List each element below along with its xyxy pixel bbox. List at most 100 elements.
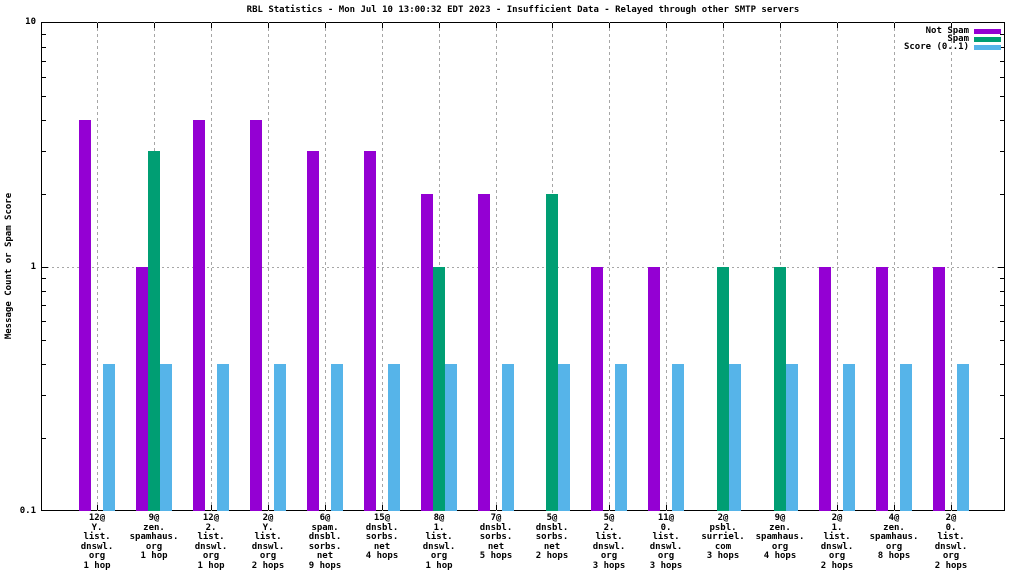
x-tick xyxy=(97,23,98,28)
x-tick xyxy=(552,23,553,28)
legend-row-not-spam: Not Spam xyxy=(904,26,1001,36)
y-minor-tick xyxy=(1000,96,1004,97)
x-tick xyxy=(382,23,383,28)
legend-row-score: Score (0..1) xyxy=(903,42,1001,52)
y-minor-tick xyxy=(42,291,46,292)
x-tick xyxy=(723,23,724,28)
y-minor-tick xyxy=(1000,120,1004,121)
legend-swatch-spam xyxy=(974,36,1001,42)
bar-score-0-1- xyxy=(217,364,229,511)
x-tick xyxy=(211,505,212,510)
grid-line-vertical xyxy=(268,22,269,511)
y-tick-label-10: 10 xyxy=(25,17,36,27)
x-tick-label: 2@ psbl. surriel. com 3 hops xyxy=(701,513,745,561)
legend-swatch-score xyxy=(974,44,1001,50)
x-tick-label: 12@ 2. list. dnswl. org 1 hop xyxy=(194,513,228,571)
y-minor-tick xyxy=(42,77,46,78)
y-minor-tick xyxy=(1000,305,1004,306)
y-minor-tick xyxy=(1000,278,1004,279)
legend-row-spam: Spam xyxy=(904,34,1001,44)
y-minor-tick xyxy=(1000,321,1004,322)
bar-score-0-1- xyxy=(615,364,627,511)
y-major-tick xyxy=(998,267,1004,268)
x-tick xyxy=(894,505,895,510)
x-tick-label: 5@ 2. list. dnswl. org 3 hops xyxy=(592,513,626,571)
y-minor-tick xyxy=(42,47,46,48)
grid-line-vertical xyxy=(609,22,610,511)
y-minor-tick xyxy=(42,151,46,152)
x-tick xyxy=(609,23,610,28)
x-tick xyxy=(894,23,895,28)
grid-line-vertical xyxy=(496,22,497,511)
x-tick-label: 5@ dnsbl. sorbs. net 2 hops xyxy=(535,513,569,561)
x-tick xyxy=(666,505,667,510)
bar-spam xyxy=(774,267,786,511)
bar-score-0-1- xyxy=(388,364,400,511)
y-minor-tick xyxy=(1000,34,1004,35)
y-minor-tick xyxy=(42,120,46,121)
bar-score-0-1- xyxy=(786,364,798,511)
bar-not-spam xyxy=(648,267,660,511)
bar-not-spam xyxy=(933,267,945,511)
y-minor-tick xyxy=(42,395,46,396)
grid-line-vertical xyxy=(382,22,383,511)
x-tick xyxy=(780,23,781,28)
y-minor-tick xyxy=(42,340,46,341)
x-tick-label: 12@ Y. list. dnswl. org 1 hop xyxy=(80,513,114,571)
y-minor-tick xyxy=(42,278,46,279)
x-tick xyxy=(268,505,269,510)
bar-score-0-1- xyxy=(843,364,855,511)
bar-score-0-1- xyxy=(160,364,172,511)
x-tick-label: 4@ zen. spamhaus. org 8 hops xyxy=(869,513,919,561)
y-minor-tick xyxy=(1000,438,1004,439)
y-minor-tick xyxy=(1000,61,1004,62)
x-tick-label: 8@ 1. list. dnswl. org 1 hop xyxy=(422,513,456,571)
chart-title: RBL Statistics - Mon Jul 10 13:00:32 EDT… xyxy=(246,5,800,15)
legend-label-not-spam: Not Spam xyxy=(925,26,969,36)
bar-score-0-1- xyxy=(445,364,457,511)
grid-line-vertical xyxy=(723,22,724,511)
x-tick-label: 9@ zen. spamhaus. org 1 hop xyxy=(129,513,179,561)
bar-not-spam xyxy=(193,120,205,511)
y-minor-tick xyxy=(42,364,46,365)
x-tick xyxy=(496,23,497,28)
y-minor-tick xyxy=(1000,364,1004,365)
bar-score-0-1- xyxy=(900,364,912,511)
bar-not-spam xyxy=(364,151,376,511)
y-minor-tick xyxy=(1000,77,1004,78)
x-tick xyxy=(496,505,497,510)
grid-line-vertical xyxy=(97,22,98,511)
y-minor-tick xyxy=(1000,395,1004,396)
bar-not-spam xyxy=(819,267,831,511)
x-tick xyxy=(951,23,952,28)
x-tick-label: 7@ dnsbl. sorbs. net 5 hops xyxy=(479,513,513,561)
x-tick xyxy=(97,505,98,510)
x-tick xyxy=(951,505,952,510)
y-minor-tick xyxy=(1000,151,1004,152)
bar-spam xyxy=(717,267,729,511)
bar-spam xyxy=(148,151,160,511)
x-tick xyxy=(154,23,155,28)
bar-score-0-1- xyxy=(558,364,570,511)
x-tick-label: 9@ zen. spamhaus. org 4 hops xyxy=(755,513,805,561)
y-tick-label-1: 1 xyxy=(30,262,36,272)
grid-line-vertical xyxy=(837,22,838,511)
y-minor-tick xyxy=(42,34,46,35)
legend-label-spam: Spam xyxy=(947,34,969,44)
bar-not-spam xyxy=(79,120,91,511)
x-tick xyxy=(382,505,383,510)
x-tick xyxy=(666,23,667,28)
y-minor-tick xyxy=(42,305,46,306)
y-minor-tick xyxy=(42,438,46,439)
y-minor-tick xyxy=(42,96,46,97)
bar-score-0-1- xyxy=(502,364,514,511)
x-tick-label: 2@ 1. list. dnswl. org 2 hops xyxy=(820,513,854,571)
grid-line-vertical xyxy=(951,22,952,511)
x-tick xyxy=(211,23,212,28)
y-minor-tick xyxy=(1000,340,1004,341)
bar-not-spam xyxy=(136,267,148,511)
y-minor-tick xyxy=(1000,291,1004,292)
legend-label-score: Score (0..1) xyxy=(903,42,969,52)
y-minor-tick xyxy=(1000,194,1004,195)
x-tick xyxy=(439,23,440,28)
